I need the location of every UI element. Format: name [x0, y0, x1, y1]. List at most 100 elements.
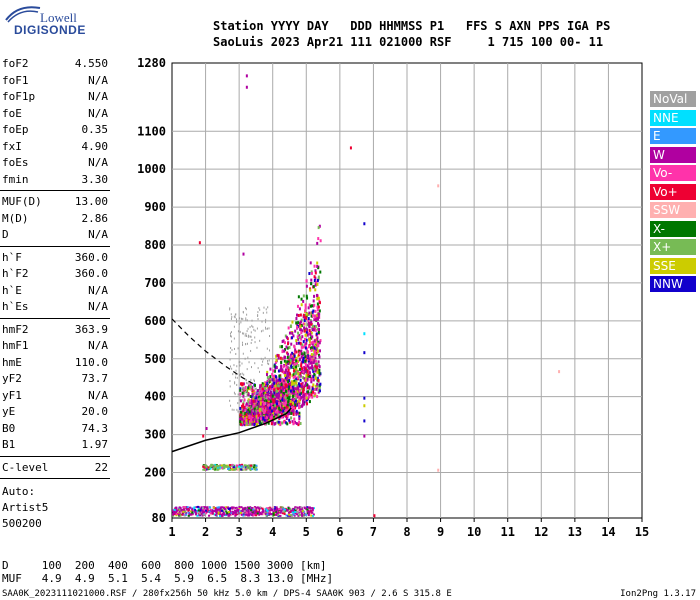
echo-point: [236, 408, 238, 411]
echo-point: [287, 380, 290, 384]
echo-point: [284, 406, 287, 410]
echo-point: [293, 379, 296, 383]
echo-point: [201, 511, 204, 514]
param-row: B0 74.3: [2, 422, 108, 436]
echo-point: [235, 373, 237, 376]
echo-point: [238, 398, 240, 401]
echo-point: [313, 303, 316, 307]
echo-point: [284, 369, 287, 373]
echo-point: [292, 398, 295, 402]
echo-point: [300, 384, 303, 388]
echo-point: [219, 506, 222, 509]
echo-point: [299, 372, 302, 376]
echo-point: [265, 510, 268, 513]
param-row: C-level 22: [2, 461, 108, 475]
echo-point: [301, 353, 304, 357]
echo-point: [363, 434, 366, 438]
echo-point: [288, 402, 291, 406]
echo-point: [185, 509, 188, 512]
echo-point: [292, 422, 295, 426]
echo-point: [185, 505, 188, 508]
echo-point: [262, 513, 265, 516]
echo-point: [240, 321, 242, 324]
y-tick-label: 700: [144, 276, 166, 290]
echo-point: [231, 340, 233, 343]
echo-point: [286, 398, 289, 402]
echo-point: [288, 374, 291, 378]
echo-point: [234, 393, 236, 396]
echo-point: [299, 325, 302, 329]
echo-point: [230, 335, 232, 338]
echo-point: [306, 364, 309, 368]
echo-point: [254, 399, 257, 403]
echo-point: [273, 507, 276, 510]
echo-point: [256, 411, 259, 415]
echo-point: [225, 465, 228, 468]
echo-point: [256, 403, 259, 407]
x-tick-label: 14: [601, 525, 615, 539]
echo-point: [265, 308, 267, 311]
echo-point: [305, 399, 308, 403]
echo-point: [218, 507, 221, 510]
param-value: 20.0: [81, 405, 109, 418]
echo-point: [203, 513, 206, 516]
echo-point: [222, 506, 225, 509]
echo-point: [239, 399, 242, 403]
echo-point: [293, 354, 296, 358]
echo-point: [298, 307, 301, 311]
echo-point: [299, 352, 302, 356]
echo-point: [252, 411, 255, 415]
echo-point: [316, 261, 319, 265]
echo-point: [278, 377, 281, 381]
echo-point: [275, 415, 278, 419]
echo-point: [302, 370, 305, 374]
echo-point: [209, 512, 212, 515]
echo-point: [319, 270, 322, 274]
echo-point: [252, 402, 255, 406]
echo-point: [284, 403, 287, 407]
echo-point: [258, 407, 261, 411]
echo-point: [245, 410, 247, 413]
echo-point: [253, 506, 256, 509]
echo-point: [307, 373, 310, 377]
echo-point: [249, 467, 252, 470]
echo-point: [315, 344, 318, 348]
echo-point: [279, 376, 282, 380]
echo-point: [239, 413, 242, 417]
echo-point: [239, 388, 242, 392]
param-value: N/A: [88, 73, 108, 87]
param-value: 74.3: [81, 421, 109, 435]
echo-point: [265, 514, 268, 517]
echo-point: [299, 508, 302, 511]
echo-point: [228, 465, 231, 468]
echo-point: [252, 464, 255, 467]
echo-point: [316, 264, 319, 268]
echo-point: [307, 390, 310, 394]
echo-point: [295, 397, 298, 401]
param-row: hmF2 363.9: [2, 323, 108, 337]
echo-point: [240, 468, 243, 471]
echo-point: [246, 313, 248, 316]
echo-point: [261, 508, 264, 511]
echo-point: [313, 359, 316, 363]
x-tick-label: 2: [202, 525, 209, 539]
echo-point: [204, 509, 207, 512]
echo-point: [316, 349, 319, 353]
echo-point: [186, 506, 189, 509]
echo-point: [176, 509, 179, 512]
echo-point: [308, 272, 311, 276]
echo-point: [252, 413, 255, 417]
echo-point: [316, 395, 319, 399]
echo-point: [311, 387, 314, 391]
echo-point: [196, 510, 199, 513]
echo-point: [305, 507, 308, 510]
echo-point: [258, 509, 261, 512]
echo-point: [314, 376, 317, 380]
param-name: yF2: [2, 372, 22, 385]
echo-point: [297, 360, 300, 364]
echo-point: [248, 361, 250, 364]
echo-point: [277, 422, 280, 426]
echo-point: [214, 463, 217, 466]
echo-point: [285, 408, 288, 412]
echo-point: [221, 508, 224, 511]
